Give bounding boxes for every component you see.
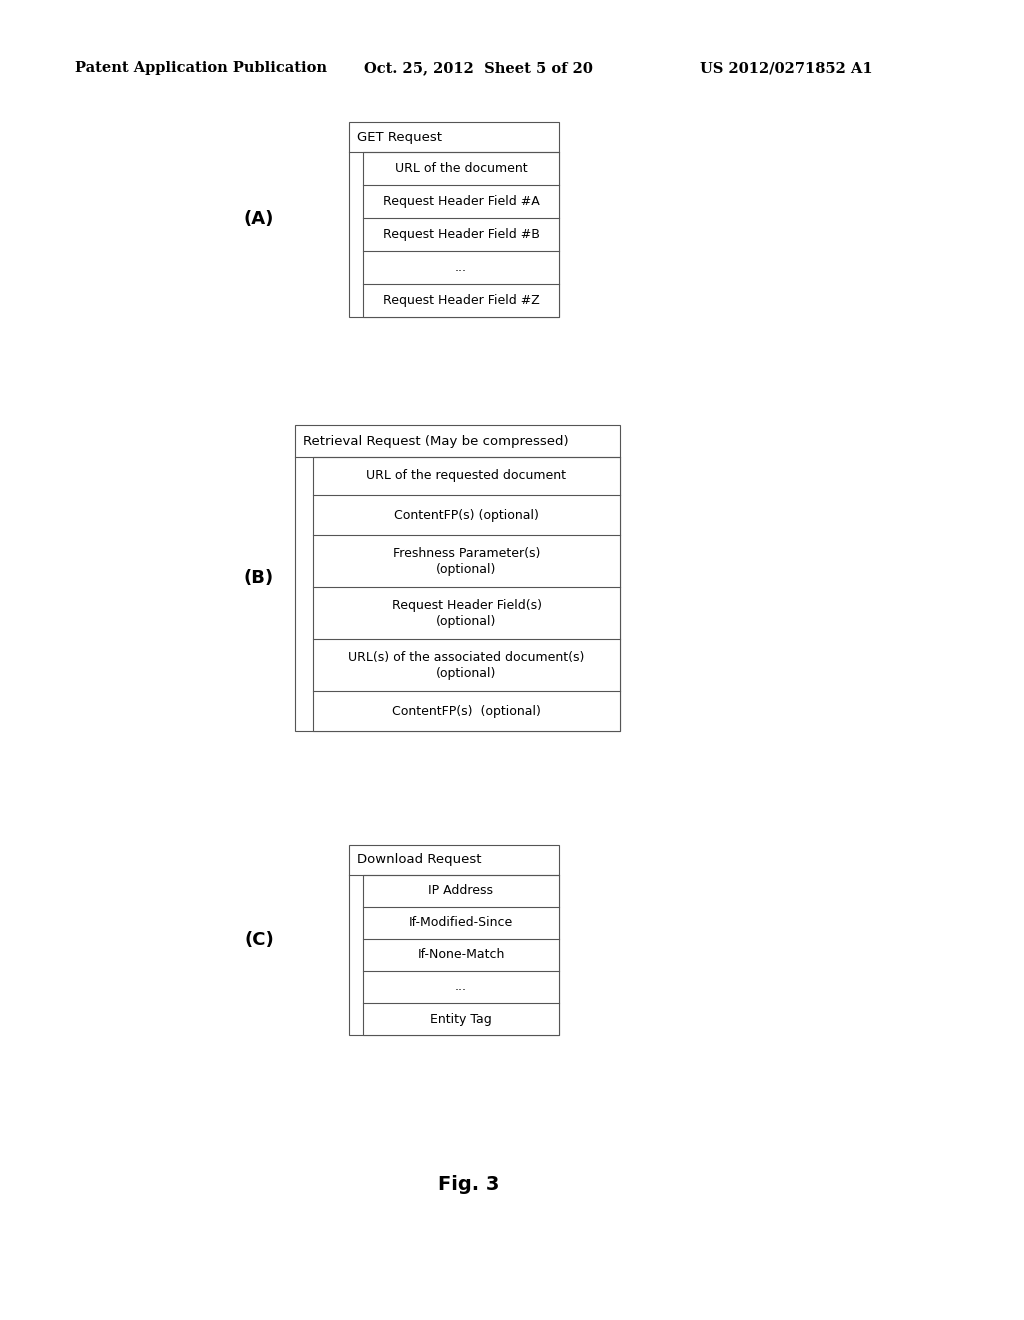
- Bar: [349, 121, 559, 317]
- Text: Retrieval Request (May be compressed): Retrieval Request (May be compressed): [303, 434, 568, 447]
- Text: GET Request: GET Request: [357, 131, 442, 144]
- Text: If-None-Match: If-None-Match: [418, 949, 505, 961]
- Bar: [295, 425, 620, 731]
- Text: If-Modified-Since: If-Modified-Since: [409, 916, 513, 929]
- Text: Fig. 3: Fig. 3: [438, 1176, 500, 1195]
- Text: Patent Application Publication: Patent Application Publication: [75, 61, 327, 75]
- Text: Download Request: Download Request: [357, 854, 481, 866]
- Text: (A): (A): [244, 210, 274, 228]
- Text: ...: ...: [455, 981, 467, 994]
- Text: Request Header Field #B: Request Header Field #B: [383, 228, 540, 242]
- Text: Freshness Parameter(s)
(optional): Freshness Parameter(s) (optional): [393, 546, 541, 576]
- Text: URL of the document: URL of the document: [394, 162, 527, 176]
- Text: ...: ...: [455, 261, 467, 275]
- Text: IP Address: IP Address: [428, 884, 494, 898]
- Text: Request Header Field #A: Request Header Field #A: [383, 195, 540, 209]
- Text: ContentFP(s)  (optional): ContentFP(s) (optional): [392, 705, 541, 718]
- Bar: [362, 152, 559, 317]
- Text: (B): (B): [244, 569, 274, 587]
- Text: URL of the requested document: URL of the requested document: [367, 470, 566, 483]
- Text: ContentFP(s) (optional): ContentFP(s) (optional): [394, 508, 539, 521]
- Bar: [349, 845, 559, 1035]
- Text: Oct. 25, 2012  Sheet 5 of 20: Oct. 25, 2012 Sheet 5 of 20: [364, 61, 593, 75]
- Bar: [313, 457, 620, 731]
- Text: Entity Tag: Entity Tag: [430, 1012, 492, 1026]
- Text: URL(s) of the associated document(s)
(optional): URL(s) of the associated document(s) (op…: [348, 651, 585, 680]
- Text: Request Header Field #Z: Request Header Field #Z: [383, 294, 540, 308]
- Text: Request Header Field(s)
(optional): Request Header Field(s) (optional): [391, 598, 542, 627]
- Bar: [362, 875, 559, 1035]
- Text: (C): (C): [244, 931, 273, 949]
- Text: US 2012/0271852 A1: US 2012/0271852 A1: [700, 61, 872, 75]
